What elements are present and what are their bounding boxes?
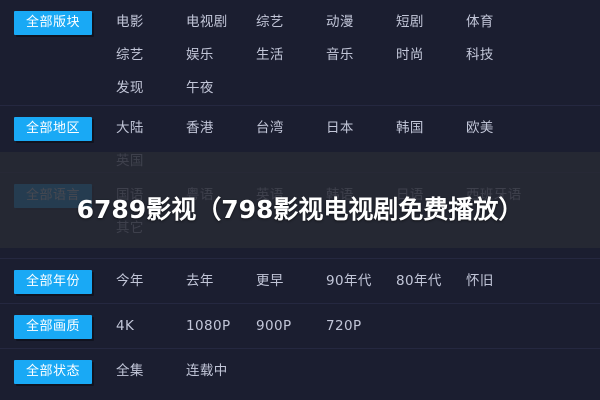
filter-options-section: 电影 电视剧 综艺 动漫 短剧 体育 综艺 娱乐 生活 音乐 时尚 科技 发现 …	[92, 0, 600, 105]
filter-option-80s[interactable]: 80年代	[396, 273, 442, 289]
filter-option-midnight[interactable]: 午夜	[186, 80, 214, 96]
filter-option-anime[interactable]: 动漫	[326, 14, 354, 30]
filter-option-1080p[interactable]: 1080P	[186, 318, 231, 334]
filter-option-4k[interactable]: 4K	[116, 318, 135, 334]
filter-option-movie[interactable]: 电影	[116, 14, 144, 30]
filter-option-taiwan[interactable]: 台湾	[256, 120, 284, 136]
filter-pill-section[interactable]: 全部版块	[14, 11, 92, 35]
filter-options-year: 今年 去年 更早 90年代 80年代 怀旧	[92, 259, 600, 292]
filter-pill-status[interactable]: 全部状态	[14, 360, 92, 384]
filter-option-uk[interactable]: 英国	[116, 153, 144, 169]
filter-option-nostalgia[interactable]: 怀旧	[466, 273, 494, 289]
filter-option-variety-2[interactable]: 综艺	[116, 47, 144, 63]
filter-option-90s[interactable]: 90年代	[326, 273, 372, 289]
filter-option-720p[interactable]: 720P	[326, 318, 362, 334]
filter-option-entertainment[interactable]: 娱乐	[186, 47, 214, 63]
filter-option-ongoing[interactable]: 连载中	[186, 363, 228, 379]
filter-option-technology[interactable]: 科技	[466, 47, 494, 63]
filter-pill-region[interactable]: 全部地区	[14, 117, 92, 141]
filter-row-status: 全部状态 全集 连载中	[0, 348, 600, 393]
filter-option-western[interactable]: 欧美	[466, 120, 494, 136]
overlay-title: 6789影视（798影视电视剧免费播放）	[76, 195, 524, 224]
filter-option-900p[interactable]: 900P	[256, 318, 292, 334]
filter-option-variety[interactable]: 综艺	[256, 14, 284, 30]
filter-option-hongkong[interactable]: 香港	[186, 120, 214, 136]
filter-option-sports[interactable]: 体育	[466, 14, 494, 30]
filter-pill-year[interactable]: 全部年份	[14, 270, 92, 294]
filter-options-status: 全集 连载中	[92, 349, 600, 382]
filter-option-japan[interactable]: 日本	[326, 120, 354, 136]
filter-option-short-drama[interactable]: 短剧	[396, 14, 424, 30]
filter-row-section: 全部版块 电影 电视剧 综艺 动漫 短剧 体育 综艺 娱乐 生活 音乐 时尚 科…	[0, 0, 600, 105]
filter-row-year: 全部年份 今年 去年 更早 90年代 80年代 怀旧	[0, 258, 600, 303]
filter-pill-quality[interactable]: 全部画质	[14, 315, 92, 339]
filter-option-korea[interactable]: 韩国	[396, 120, 424, 136]
filter-row-quality: 全部画质 4K 1080P 900P 720P	[0, 303, 600, 348]
filter-option-mainland[interactable]: 大陆	[116, 120, 144, 136]
filter-options-region: 大陆 香港 台湾 日本 韩国 欧美 英国	[92, 106, 600, 172]
filter-option-this-year[interactable]: 今年	[116, 273, 144, 289]
filter-option-last-year[interactable]: 去年	[186, 273, 214, 289]
filter-option-music[interactable]: 音乐	[326, 47, 354, 63]
filter-option-complete[interactable]: 全集	[116, 363, 144, 379]
filter-options-quality: 4K 1080P 900P 720P	[92, 304, 600, 337]
filter-option-discover[interactable]: 发现	[116, 80, 144, 96]
filter-row-region: 全部地区 大陆 香港 台湾 日本 韩国 欧美 英国	[0, 105, 600, 172]
filter-option-earlier[interactable]: 更早	[256, 273, 284, 289]
filter-option-life[interactable]: 生活	[256, 47, 284, 63]
filter-option-fashion[interactable]: 时尚	[396, 47, 424, 63]
filter-option-tv-series[interactable]: 电视剧	[186, 14, 228, 30]
